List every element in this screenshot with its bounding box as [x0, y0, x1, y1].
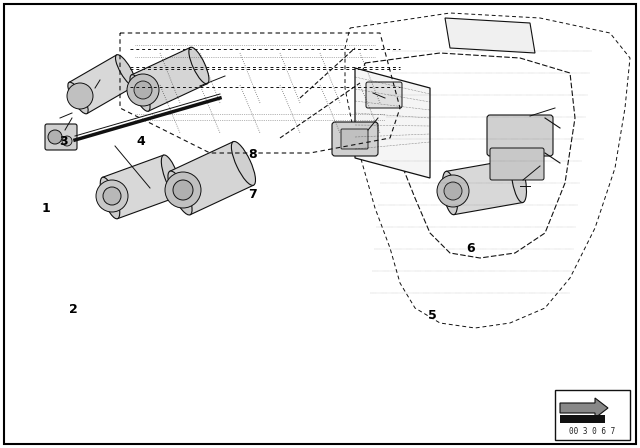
Polygon shape: [102, 155, 179, 219]
Ellipse shape: [130, 75, 150, 111]
FancyBboxPatch shape: [490, 148, 544, 180]
Polygon shape: [69, 55, 134, 114]
Polygon shape: [132, 47, 207, 111]
FancyBboxPatch shape: [487, 115, 553, 156]
Circle shape: [67, 83, 93, 109]
FancyBboxPatch shape: [45, 124, 77, 150]
Circle shape: [103, 187, 121, 205]
Circle shape: [62, 136, 72, 146]
Circle shape: [444, 182, 462, 200]
Bar: [560, 415, 605, 423]
Bar: [555, 390, 630, 440]
Text: 3: 3: [60, 134, 68, 148]
Polygon shape: [170, 142, 253, 215]
Circle shape: [48, 130, 62, 144]
Text: 00 3 0 6 7: 00 3 0 6 7: [569, 426, 615, 435]
Ellipse shape: [161, 155, 181, 197]
Ellipse shape: [511, 159, 527, 202]
FancyBboxPatch shape: [332, 122, 378, 156]
Ellipse shape: [232, 142, 255, 185]
Text: 2: 2: [69, 302, 78, 316]
Ellipse shape: [168, 171, 192, 215]
Polygon shape: [560, 398, 608, 418]
Text: 1: 1: [42, 202, 51, 215]
Text: 6: 6: [466, 242, 475, 255]
Polygon shape: [355, 68, 430, 178]
Ellipse shape: [100, 177, 120, 219]
Ellipse shape: [115, 55, 136, 86]
Text: 7: 7: [248, 188, 257, 202]
FancyBboxPatch shape: [341, 129, 368, 149]
Ellipse shape: [189, 47, 209, 84]
Text: 5: 5: [428, 309, 436, 323]
Ellipse shape: [442, 171, 458, 215]
Circle shape: [437, 175, 469, 207]
Polygon shape: [445, 18, 535, 53]
Circle shape: [127, 74, 159, 106]
Text: 8: 8: [248, 148, 257, 161]
Polygon shape: [446, 159, 523, 215]
Text: 4: 4: [136, 134, 145, 148]
Ellipse shape: [68, 82, 88, 114]
Circle shape: [173, 180, 193, 200]
Circle shape: [165, 172, 201, 208]
Circle shape: [134, 81, 152, 99]
Circle shape: [96, 180, 128, 212]
FancyBboxPatch shape: [366, 82, 402, 108]
